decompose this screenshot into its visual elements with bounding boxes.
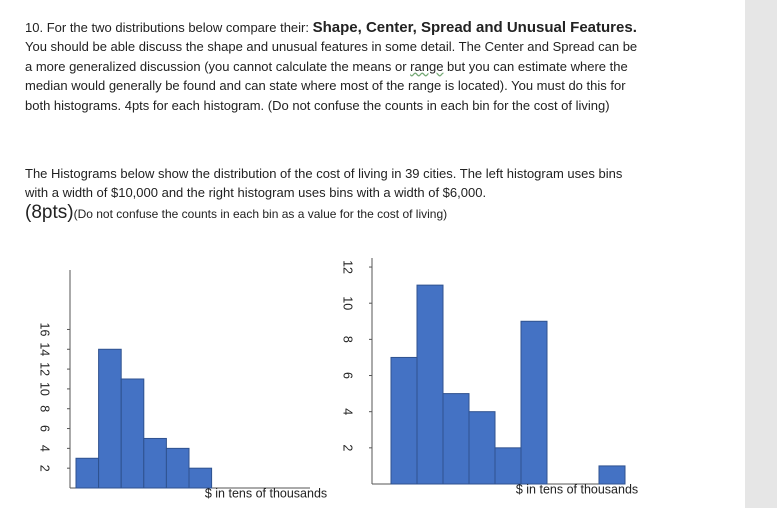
x-axis-label: $ in tens of thousands [205, 486, 327, 500]
y-tick-label: 12 [341, 260, 355, 274]
charts: 2 4 6 8 10 12 14 16 $ in tens of thousands 2 4 6 8 10… [38, 258, 638, 500]
bar [442, 393, 470, 485]
y-tick-label: 2 [38, 465, 52, 472]
bar [75, 457, 100, 489]
y-tick-label: 2 [341, 444, 355, 451]
text: but you can estimate where the median wo… [25, 58, 628, 113]
y-tick-label: 10 [341, 296, 355, 310]
y-tick-label: 8 [341, 336, 355, 343]
y-tick-label: 8 [38, 405, 52, 412]
lead: For the two distributions below compare … [46, 20, 313, 35]
number: 10. [25, 20, 44, 35]
bar [98, 348, 122, 489]
y-tick-label: 6 [341, 372, 355, 379]
underlined: range [410, 58, 444, 74]
bar [416, 284, 444, 485]
bar [143, 437, 167, 489]
text: The Histograms below show the distributi… [25, 166, 623, 201]
bar [188, 467, 213, 489]
question: 10. For the two distributions below comp… [25, 18, 640, 115]
y-tick-label: 14 [38, 342, 52, 356]
y-tick-label: 12 [38, 362, 52, 376]
bar [120, 378, 145, 489]
x-axis-label: $ in tens of thousands [516, 482, 638, 496]
y-tick-label: 6 [38, 425, 52, 432]
sidebar [745, 0, 777, 508]
note: (Do not confuse the counts in each bin a… [73, 206, 448, 221]
text: You should be able discuss the shape and… [25, 39, 638, 74]
bar [165, 447, 190, 489]
y-tick-label: 16 [38, 323, 52, 337]
bar [494, 447, 522, 485]
bar [468, 411, 496, 485]
bar [598, 465, 626, 485]
bar [520, 320, 548, 485]
y-tick-label: 10 [38, 382, 52, 396]
bar [390, 356, 418, 485]
intro: The Histograms below show the distributi… [25, 164, 640, 224]
points: (8pts) [25, 201, 74, 223]
bold: Shape, Center, Spread and Unusual Featur… [312, 19, 637, 36]
y-tick-label: 4 [341, 408, 355, 415]
y-tick-label: 4 [38, 445, 52, 452]
